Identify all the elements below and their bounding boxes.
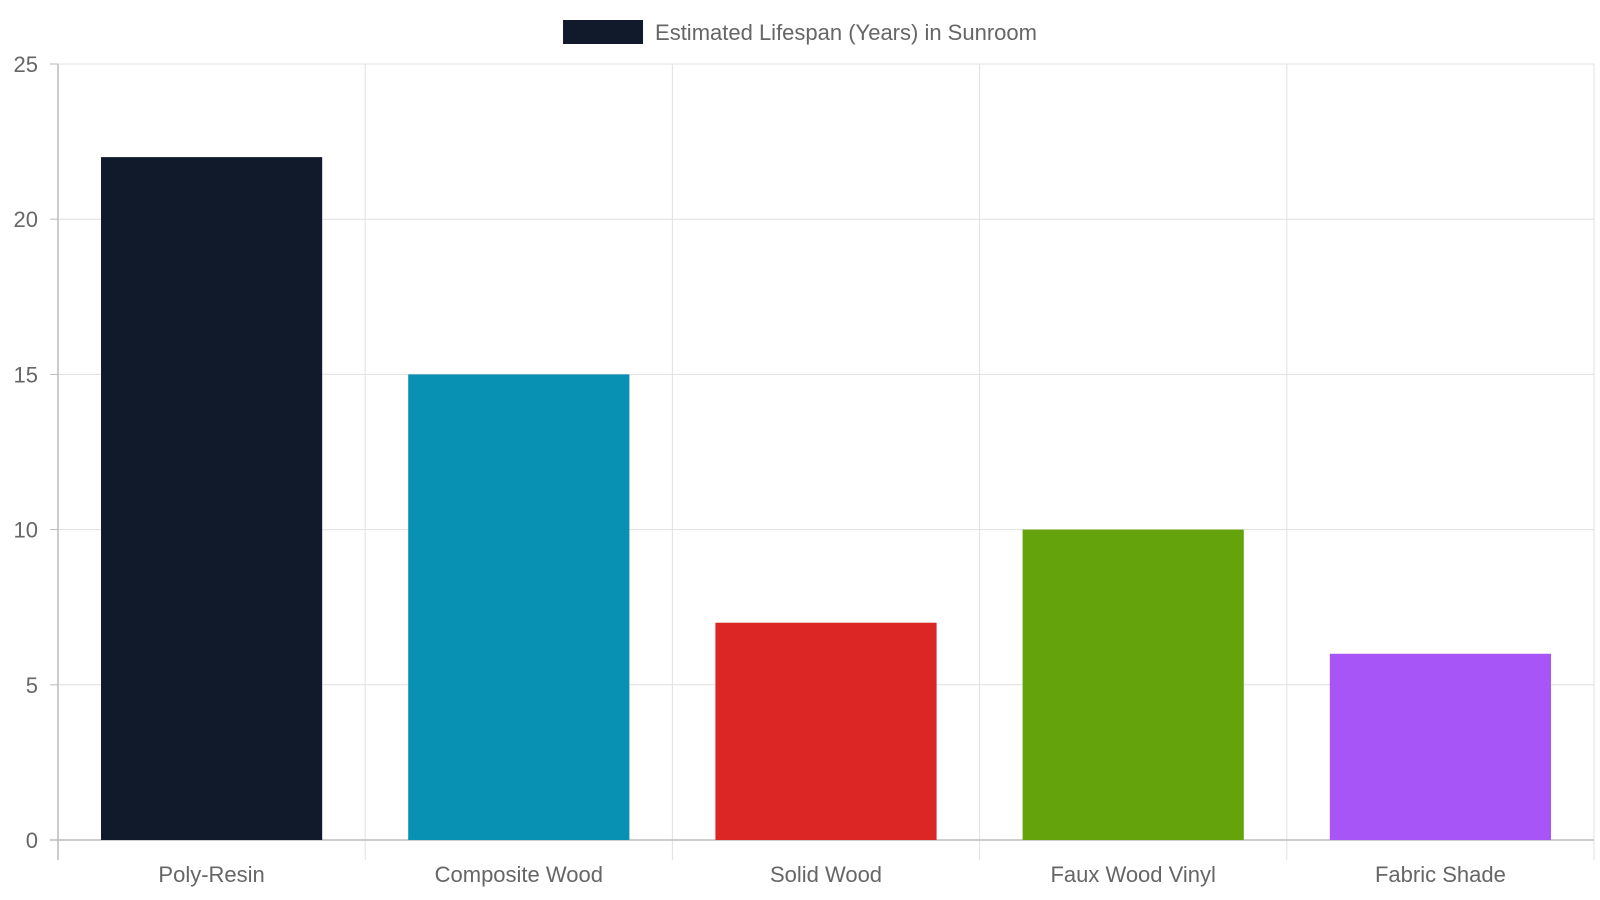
bar[interactable] xyxy=(1022,529,1244,840)
y-tick-label: 20 xyxy=(14,207,38,232)
bar[interactable] xyxy=(715,622,937,840)
x-tick-label: Fabric Shade xyxy=(1375,862,1506,887)
bars xyxy=(101,157,1551,840)
bar[interactable] xyxy=(1329,653,1551,840)
x-tick-label: Composite Wood xyxy=(435,862,603,887)
bar[interactable] xyxy=(408,374,630,840)
y-tick-label: 10 xyxy=(14,518,38,543)
x-tick-label: Solid Wood xyxy=(770,862,882,887)
y-tick-labels: 0 5 10 15 20 25 xyxy=(14,52,38,853)
legend-label: Estimated Lifespan (Years) in Sunroom xyxy=(655,20,1037,45)
bar[interactable] xyxy=(101,157,323,840)
y-tick-label: 0 xyxy=(26,828,38,853)
y-tick-label: 5 xyxy=(26,673,38,698)
x-tick-label: Faux Wood Vinyl xyxy=(1050,862,1216,887)
y-tick-label: 15 xyxy=(14,362,38,387)
legend-swatch xyxy=(563,20,644,44)
x-tick-label: Poly-Resin xyxy=(158,862,264,887)
y-tick-label: 25 xyxy=(14,52,38,77)
x-tick-labels: Poly-Resin Composite Wood Solid Wood Faux W… xyxy=(158,862,1505,887)
legend[interactable]: Estimated Lifespan (Years) in Sunroom xyxy=(563,20,1037,45)
